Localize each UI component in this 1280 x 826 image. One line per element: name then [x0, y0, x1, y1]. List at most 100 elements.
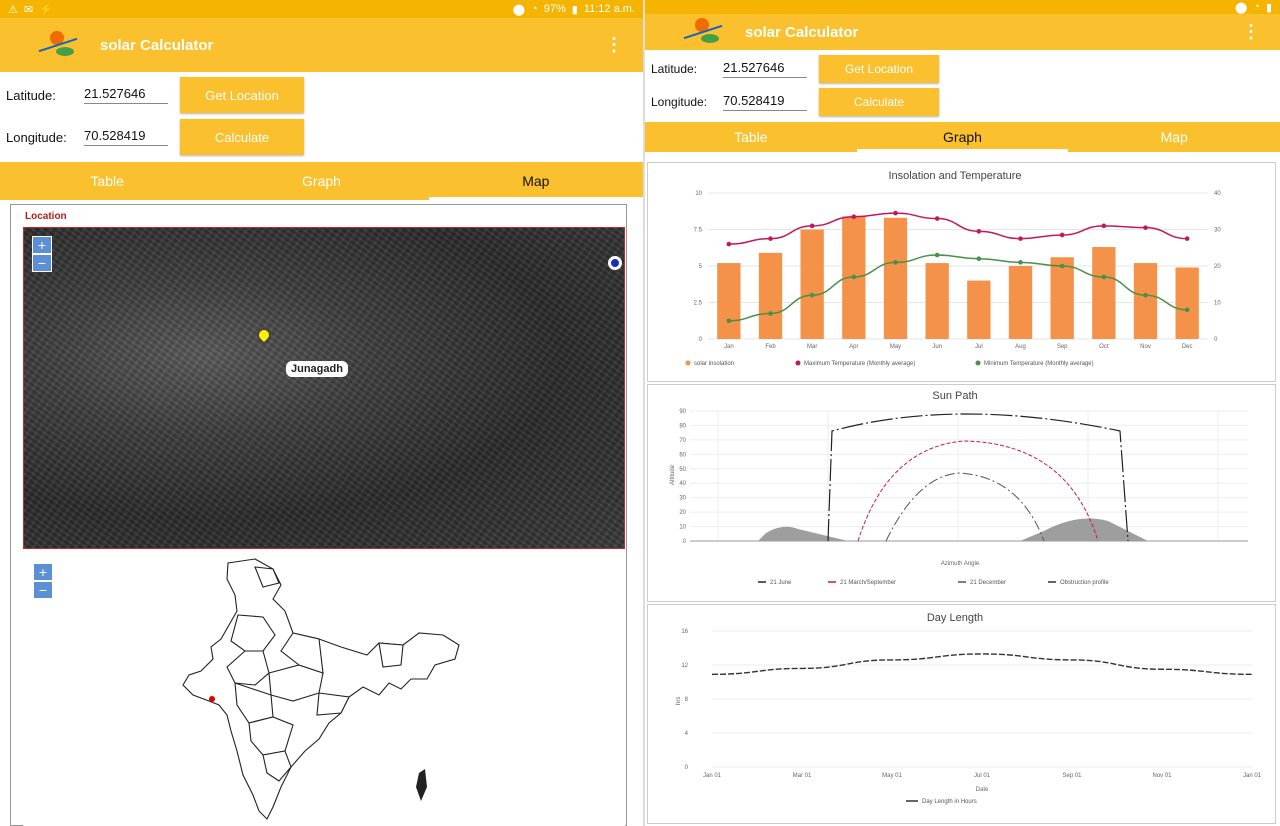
y-tick-label: 0	[683, 539, 687, 545]
temperature-point	[1018, 236, 1023, 241]
temperature-point	[1143, 225, 1148, 230]
x-tick-label: Oct	[1099, 344, 1109, 350]
get-location-button[interactable]: Get Location	[180, 77, 304, 113]
tab-graph[interactable]: Graph	[856, 122, 1069, 152]
zoom-in-button[interactable]: +	[33, 563, 53, 581]
y-tick-label: 4	[685, 731, 689, 737]
sun-path-chart: Sun Path 0 10 20 30 40 50 60 70 80 90 Altitude Az…	[647, 384, 1276, 602]
insolation-bar	[800, 229, 824, 339]
india-map-drawing	[182, 558, 460, 820]
temperature-point	[1101, 274, 1107, 280]
location-marker[interactable]	[209, 696, 215, 702]
legend-label: Minimum Temperature (Monthly average)	[984, 361, 1094, 367]
chart-title: Day Length	[927, 612, 983, 624]
x-tick-label: Aug	[1015, 344, 1026, 350]
tab-map[interactable]: Map	[1160, 129, 1188, 145]
x-tick-label: Dec	[1182, 344, 1193, 350]
chart-gridlines	[708, 192, 1208, 340]
satellite-map[interactable]: + − Junagadh	[23, 227, 625, 549]
my-location-icon[interactable]	[608, 256, 622, 270]
longitude-field[interactable]: 70.528419	[84, 128, 168, 146]
tab-bar: Table Graph Map	[0, 162, 643, 200]
battery-icon: ▮	[1265, 1, 1272, 14]
chart-legend: solar insolation Maximum Temperature (Mon…	[685, 360, 1094, 367]
y-tick-label: 90	[679, 409, 686, 415]
latitude-field[interactable]: 21.527646	[84, 86, 168, 104]
app-bar: solar Calculator ⋮	[645, 14, 1280, 50]
zoom-in-button[interactable]: +	[32, 236, 52, 254]
india-outline-map[interactable]: + −	[23, 555, 625, 826]
day-length-line	[711, 653, 1253, 676]
temperature-point	[1184, 236, 1190, 241]
map-zoom-controls: + −	[33, 563, 53, 599]
overflow-menu-icon[interactable]: ⋮	[1242, 21, 1260, 42]
left-axis-ticks: 0 2.5 5 7.5 10	[694, 191, 703, 343]
temperature-point	[1059, 263, 1065, 269]
overflow-menu-icon[interactable]: ⋮	[605, 34, 623, 55]
calculate-button[interactable]: Calculate	[819, 87, 939, 116]
longitude-row: Longitude: 70.528419 Calculate	[645, 85, 1280, 118]
status-bar: ⚠ ✉ ⚡ ⬤ ◔ 97% ▮ 11:12 a.m.	[0, 0, 643, 18]
calculate-button[interactable]: Calculate	[180, 119, 304, 155]
location-icon: ⬤	[1234, 1, 1248, 14]
x-tick-label: Jul 01	[974, 773, 991, 779]
temperature-point	[893, 210, 898, 216]
legend-swatch	[795, 360, 801, 366]
latitude-label: Latitude:	[6, 87, 56, 103]
y-tick-label: 5	[699, 264, 703, 270]
legend-label: solar insolation	[694, 361, 734, 367]
islands-outline	[416, 769, 427, 801]
y-axis-label: hrs	[676, 697, 682, 705]
get-location-button[interactable]: Get Location	[819, 54, 939, 83]
app-title: solar Calculator	[100, 36, 214, 54]
tab-table[interactable]: Table	[90, 173, 124, 189]
chart-title: Sun Path	[932, 390, 977, 402]
latitude-row: Latitude: 21.527646 Get Location	[645, 52, 1280, 85]
longitude-field[interactable]: 70.528419	[723, 93, 807, 111]
temperature-point	[809, 223, 815, 229]
y-tick-label: 20	[1214, 264, 1221, 270]
map-pin-icon[interactable]	[254, 325, 274, 345]
tab-map[interactable]: Map	[428, 162, 643, 200]
tab-graph[interactable]: Graph	[302, 173, 341, 189]
wifi-icon: ◔	[1253, 1, 1260, 13]
legend-label: Maximum Temperature (Monthly average)	[804, 361, 915, 367]
zoom-out-button[interactable]: −	[33, 581, 53, 599]
y-tick-label: 10	[679, 525, 686, 531]
insolation-bar	[967, 280, 991, 339]
chart-title: Insolation and Temperature	[888, 170, 1021, 182]
x-axis-label: Date	[976, 787, 989, 793]
y-tick-label: 2.5	[694, 301, 703, 307]
y-tick-label: 16	[681, 629, 688, 635]
zoom-out-button[interactable]: −	[32, 254, 52, 272]
legend-swatch	[975, 360, 981, 366]
x-tick-label: Jun	[932, 344, 942, 350]
temperature-point	[976, 229, 982, 234]
y-tick-label: 40	[1214, 191, 1221, 197]
legend-label: Obstruction profile	[1060, 580, 1109, 586]
insolation-bar	[883, 217, 908, 339]
temperature-point	[934, 252, 940, 258]
y-tick-label: 0	[1214, 337, 1218, 343]
temperature-point	[1101, 223, 1107, 229]
y-tick-labels: 0 4 8 12 16	[681, 629, 688, 771]
chart-gridlines	[690, 410, 1248, 542]
clock: 11:12 a.m.	[583, 3, 635, 15]
tab-table[interactable]: Table	[734, 129, 768, 145]
latitude-row: Latitude: 21.527646 Get Location	[0, 74, 643, 116]
longitude-row: Longitude: 70.528419 Calculate	[0, 116, 643, 158]
y-tick-label: 0	[699, 337, 703, 343]
x-tick-label: Jan 01	[1243, 773, 1262, 779]
legend-label: 21 December	[970, 580, 1006, 586]
x-tick-label: Jul	[975, 344, 983, 350]
x-tick-label: Nov 01	[1152, 773, 1172, 779]
latitude-field[interactable]: 21.527646	[723, 60, 807, 78]
y-tick-label: 10	[1214, 301, 1221, 307]
sun-path-june-line	[827, 413, 1129, 542]
insolation-bar	[1133, 263, 1158, 339]
obstruction-area-right	[1020, 518, 1148, 541]
temperature-line	[728, 254, 1188, 322]
day-length-path	[711, 653, 1253, 676]
city-label: Junagadh	[286, 361, 348, 377]
wifi-icon: ◔	[531, 3, 538, 15]
